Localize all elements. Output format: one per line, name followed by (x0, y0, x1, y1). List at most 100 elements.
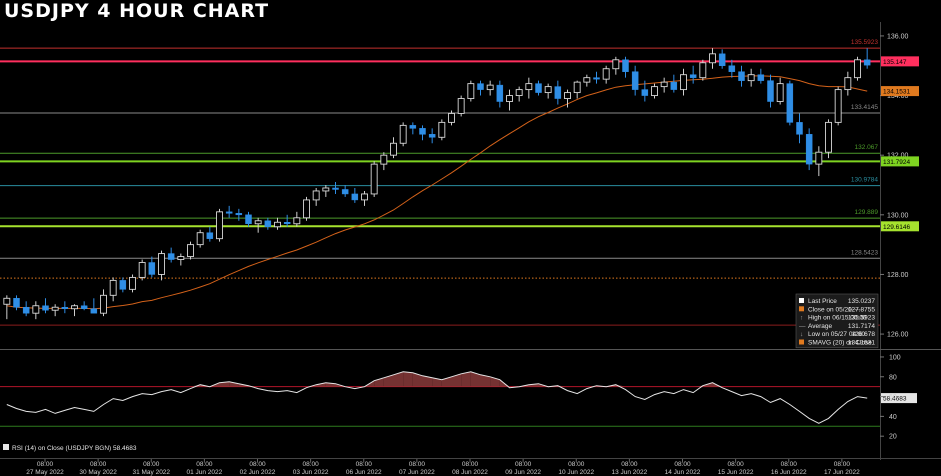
candle-body-up (303, 199, 310, 219)
candle-body-up (390, 142, 397, 156)
rsi-overbought-fill (422, 375, 433, 387)
rsi-overbought-fill (412, 372, 423, 387)
sma20-line (6, 75, 868, 310)
candle-body-down (42, 305, 49, 311)
legend-marker (799, 339, 804, 345)
candle-body-down (225, 211, 233, 214)
rsi-overbought-fill (403, 371, 413, 387)
candle-body-down (264, 220, 272, 227)
candle-body-down (80, 305, 88, 309)
time-tick-hour: 08:00 (196, 461, 213, 468)
candle-body-up (448, 112, 455, 123)
candle-body-down (61, 306, 69, 309)
rsi-overbought-fill (229, 381, 239, 387)
candle-body-down (351, 193, 359, 201)
candle-body-down (689, 74, 697, 78)
candle-body-up (100, 294, 107, 314)
candle-body-down (332, 187, 339, 190)
time-tick-hour: 08:00 (674, 461, 691, 468)
candle-body-up (457, 98, 465, 114)
candle-body-down (341, 189, 349, 195)
candle-body-up (825, 121, 832, 153)
rsi-tick-label: 60 (889, 394, 897, 401)
rsi-legend-marker (3, 444, 9, 450)
candle-body-down (718, 53, 726, 66)
price-tick-label: 134.00 (887, 93, 909, 100)
rsi-tick-label: 100 (889, 354, 901, 361)
candle-body-up (293, 217, 301, 225)
time-tick-date: 27 May 2022 (26, 469, 64, 476)
candle-body-up (564, 92, 571, 99)
level-tag-label: 132.067 (855, 144, 879, 151)
time-tick-date: 08 Jun 2022 (452, 469, 488, 476)
candle-body-up (274, 221, 281, 228)
legend-value: 135.0237 (848, 298, 875, 305)
candle-body-down (245, 214, 252, 225)
rsi-tick-label: 80 (889, 374, 897, 381)
candle-body-down (863, 59, 871, 66)
time-tick-hour: 08:00 (781, 461, 798, 468)
sma-tag-label: 134.1531 (883, 89, 910, 96)
legend-label: Last Price (808, 298, 837, 305)
candle-body-down (805, 134, 813, 165)
time-tick-hour: 08:00 (37, 461, 54, 468)
candle-body-up (699, 62, 707, 79)
candle-body-up (312, 190, 320, 201)
candle-body-down (631, 71, 639, 90)
candle-body-up (815, 151, 823, 165)
candle-body-down (738, 71, 745, 81)
price-tick-label: 136.00 (887, 33, 909, 40)
time-tick-hour: 08:00 (143, 461, 160, 468)
candle-body-down (283, 222, 291, 225)
price-tick-label: 130.00 (887, 212, 909, 219)
rsi-line (6, 371, 868, 424)
time-tick-hour: 08:00 (249, 461, 266, 468)
candle-body-up (129, 276, 136, 290)
candle-body-down (796, 122, 803, 135)
candle-body-down (148, 262, 156, 275)
legend-value: 135.5923 (848, 315, 875, 322)
candle-body-up (109, 279, 117, 296)
time-tick-date: 02 Jun 2022 (240, 469, 276, 476)
level-tag-label: 129.889 (855, 209, 879, 216)
rsi-value-tag-bg (881, 393, 917, 404)
time-tick-date: 09 Jun 2022 (505, 469, 541, 476)
candle-body-up (834, 89, 842, 123)
time-tick-date: 13 Jun 2022 (611, 469, 647, 476)
rsi-overbought-fill (432, 377, 442, 387)
candle-body-up (651, 86, 658, 97)
price-tick-label: 126.00 (887, 332, 909, 339)
candle-body-up (467, 83, 475, 99)
candle-body-up (709, 53, 716, 64)
time-tick-hour: 08:00 (356, 461, 373, 468)
candle-body-down (535, 83, 542, 93)
time-tick-date: 30 May 2022 (79, 469, 117, 476)
legend-marker (799, 306, 804, 312)
level-tag-label: 135.147 (883, 59, 907, 66)
rsi-tick-label: 20 (889, 434, 897, 441)
candle-body-up (612, 59, 620, 70)
time-tick-hour: 08:00 (834, 461, 851, 468)
candle-body-up (438, 121, 446, 138)
candle-body-up (680, 74, 687, 91)
sma-tag-bg (881, 86, 919, 97)
candle-body-up (370, 163, 378, 195)
rsi-value-tag-label: 58.4683 (883, 396, 907, 403)
time-tick-date: 16 Jun 2022 (771, 469, 807, 476)
candle-body-up (361, 193, 368, 201)
level-tag-bg (881, 156, 919, 167)
candle-body-down (206, 232, 214, 239)
legend-value: 126.678 (852, 331, 876, 338)
legend-label: High on 06/15 00:00 (808, 315, 867, 322)
level-tag-label: 135.5923 (851, 39, 878, 46)
candle-body-up (602, 68, 610, 80)
candle-body-up (158, 253, 165, 275)
time-tick-date: 15 Jun 2022 (718, 469, 754, 476)
time-tick-date: 01 Jun 2022 (186, 469, 222, 476)
rsi-overbought-fill (451, 373, 462, 387)
candle-body-down (419, 128, 426, 135)
rsi-legend-label: RSI (14) on Close (USDJPY BGN) 58.4683 (12, 445, 137, 452)
time-tick-hour: 08:00 (727, 461, 744, 468)
candle-body-up (515, 89, 523, 97)
